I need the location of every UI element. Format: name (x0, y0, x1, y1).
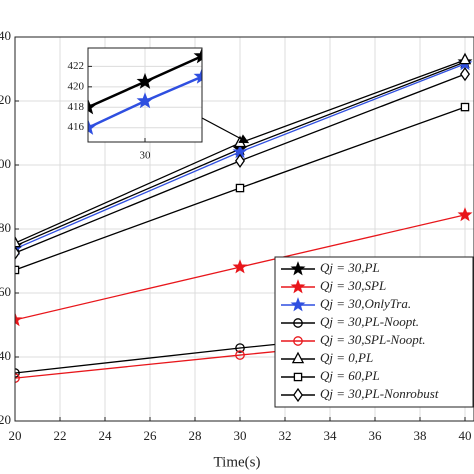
marker (235, 183, 245, 193)
marker (460, 66, 470, 82)
legend-label: Qj = 0,PL (320, 350, 373, 365)
x-tick-label: 40 (459, 428, 472, 443)
x-tick-label: 22 (54, 428, 67, 443)
legend-label: Qj = 30,PL-Nonrobust (320, 386, 439, 401)
y-tick-label: 420 (68, 80, 85, 92)
marker (293, 387, 303, 403)
x-tick-label: 30 (234, 428, 247, 443)
x-tick-label: 20 (9, 428, 22, 443)
x-tick-label: 26 (144, 428, 158, 443)
y-tick-label: 340 (0, 348, 11, 363)
inset: 30 416 418 420 422 (68, 47, 203, 162)
marker (235, 153, 245, 168)
marker (15, 368, 20, 378)
marker (458, 52, 472, 65)
legend-label: Qj = 30,PL (320, 260, 380, 275)
x-tick-label: 30 (140, 150, 152, 162)
legend-label: Qj = 30,OnlyTra. (320, 296, 411, 311)
series-group (88, 48, 202, 135)
marker (136, 72, 154, 89)
marker (293, 318, 303, 328)
marker (15, 235, 22, 248)
marker (15, 373, 20, 383)
marker (136, 92, 154, 109)
marker (235, 350, 245, 360)
x-tick-label: 36 (369, 428, 383, 443)
y-tick-label: 422 (68, 60, 85, 72)
y-tick-label: 400 (0, 156, 11, 171)
marker (290, 279, 306, 294)
y-tick-label: 420 (0, 92, 11, 107)
legend: Qj = 30,PL Qj = 30,SPL Qj = 30,OnlyTra. Qj … (274, 256, 474, 408)
marker (88, 98, 97, 115)
x-tick-label: 28 (189, 428, 202, 443)
x-tick-label: 24 (99, 428, 113, 443)
legend-box (274, 256, 474, 408)
marker (88, 118, 97, 135)
marker (460, 102, 470, 112)
marker (15, 265, 20, 275)
y-tick-label: 416 (68, 121, 85, 133)
marker (15, 312, 23, 327)
marker (293, 336, 303, 346)
zoom-arrow (201, 117, 250, 144)
x-tick-label: 32 (279, 428, 292, 443)
marker (232, 259, 248, 274)
marker (193, 48, 202, 64)
y-tick-label: 380 (0, 220, 11, 235)
marker (290, 261, 306, 276)
marker (15, 245, 20, 261)
x-tick-label: 34 (324, 428, 338, 443)
marker (291, 351, 305, 364)
marker (235, 343, 245, 353)
y-tick-label: 418 (68, 101, 85, 113)
plot-frame (87, 47, 203, 143)
x-axis-label: Time(s) (214, 454, 261, 470)
marker (290, 297, 306, 312)
plot-frame (14, 36, 474, 422)
y-tick-label: 440 (0, 28, 11, 43)
marker (457, 207, 473, 222)
marker (293, 372, 303, 382)
legend-label: Qj = 30,SPL (320, 278, 386, 293)
legend-label: Qj = 30,PL-Noopt. (320, 314, 419, 329)
legend-label: Qj = 60,PL (320, 368, 380, 383)
marker (193, 67, 202, 84)
x-tick-label: 38 (414, 428, 427, 443)
y-tick-label: 320 (0, 412, 11, 427)
legend-label: Qj = 30,SPL-Noopt. (320, 332, 426, 347)
y-tick-label: 360 (0, 284, 11, 299)
